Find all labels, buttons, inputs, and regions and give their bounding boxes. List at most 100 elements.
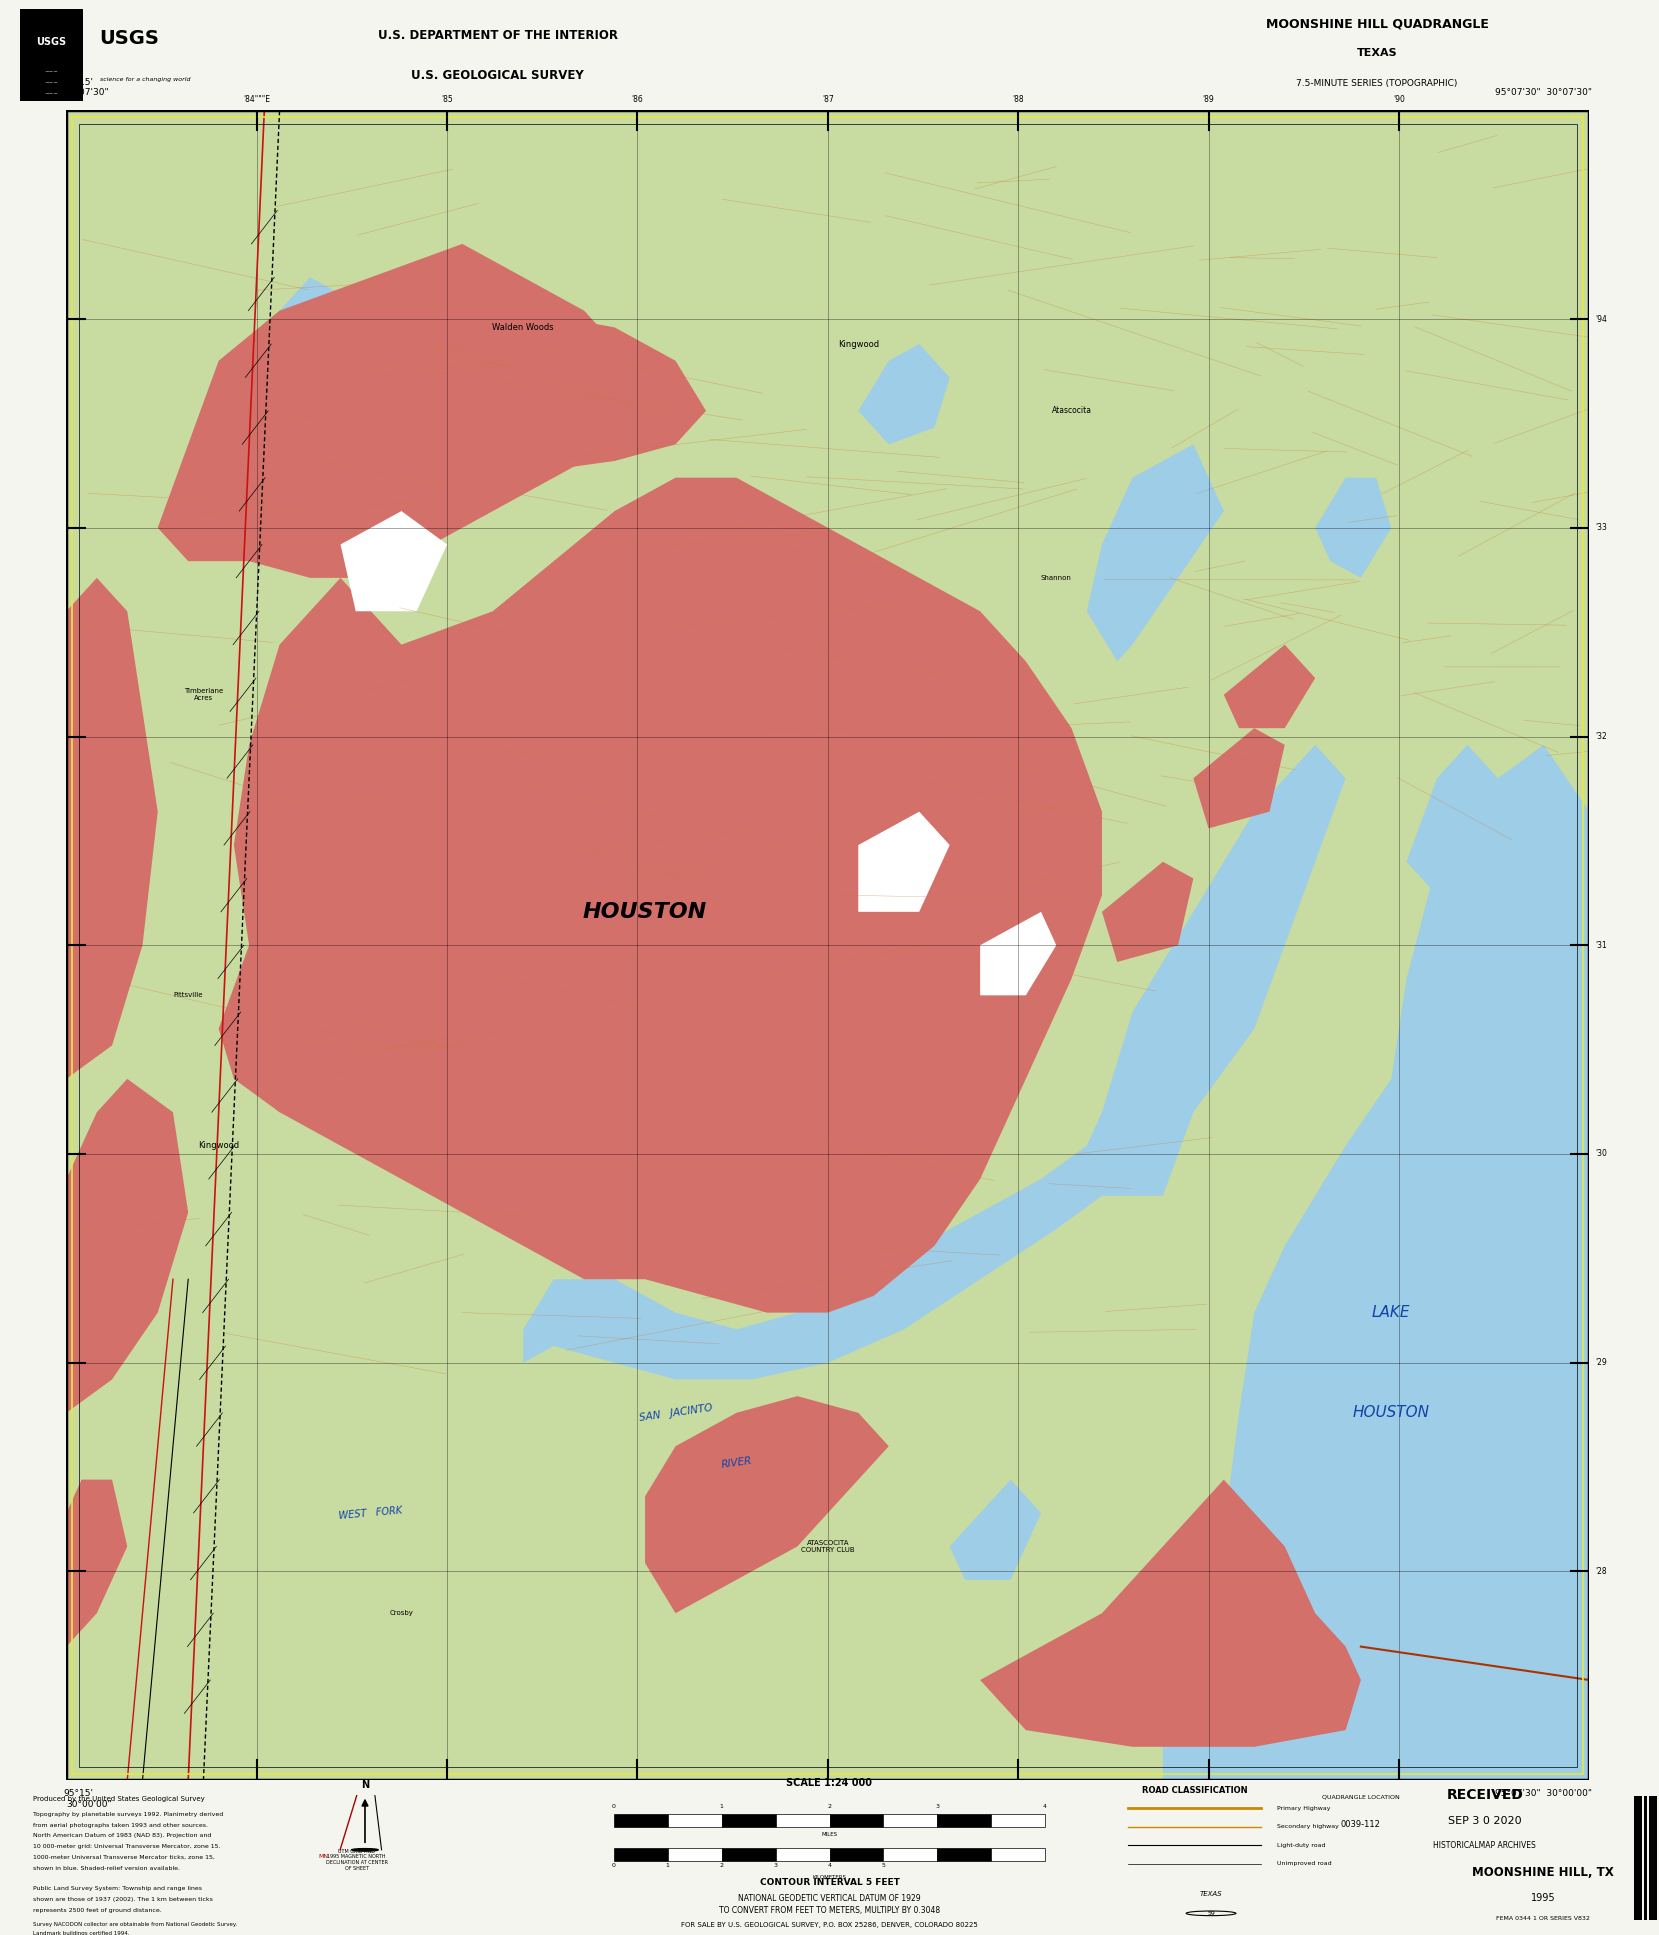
Text: '28: '28 — [1596, 1567, 1608, 1575]
Polygon shape — [1407, 745, 1498, 896]
Text: '94: '94 — [1596, 315, 1608, 323]
Text: HISTORICALMAP ARCHIVES: HISTORICALMAP ARCHIVES — [1433, 1842, 1536, 1850]
Text: Walden Woods: Walden Woods — [493, 323, 554, 333]
Text: CONTOUR INTERVAL 5 FEET: CONTOUR INTERVAL 5 FEET — [760, 1879, 899, 1887]
Text: '86: '86 — [632, 95, 644, 104]
Polygon shape — [280, 277, 340, 327]
Polygon shape — [858, 811, 949, 911]
Text: WEST   FORK: WEST FORK — [338, 1505, 403, 1521]
Polygon shape — [523, 1080, 1117, 1380]
Text: 3: 3 — [773, 1863, 778, 1867]
Text: ~~~: ~~~ — [45, 91, 58, 97]
Text: NATIONAL GEODETIC VERTICAL DATUM OF 1929: NATIONAL GEODETIC VERTICAL DATUM OF 1929 — [738, 1894, 921, 1902]
Text: MOONSHINE HILL, TX: MOONSHINE HILL, TX — [1472, 1865, 1614, 1879]
Text: 1000-meter Universal Transverse Mercator ticks, zone 15,: 1000-meter Universal Transverse Mercator… — [33, 1856, 216, 1860]
Text: 2: 2 — [828, 1803, 831, 1809]
Text: '84"""E: '84"""E — [244, 95, 270, 104]
Text: RIVER: RIVER — [720, 1455, 753, 1471]
Text: USGS: USGS — [100, 29, 159, 48]
Text: Topography by planetable surveys 1992. Planimetry derived: Topography by planetable surveys 1992. P… — [33, 1811, 224, 1817]
Bar — [830, 1848, 883, 1861]
Text: Shannon: Shannon — [1040, 575, 1072, 580]
Text: N: N — [362, 1780, 368, 1790]
Text: TO CONVERT FROM FEET TO METERS, MULTIPLY BY 0.3048: TO CONVERT FROM FEET TO METERS, MULTIPLY… — [718, 1906, 941, 1916]
Text: Kingwood: Kingwood — [197, 1142, 239, 1149]
Text: 3: 3 — [936, 1803, 939, 1809]
Text: 59: 59 — [1208, 1912, 1214, 1916]
Polygon shape — [1087, 445, 1224, 662]
Bar — [883, 1815, 937, 1827]
Polygon shape — [280, 312, 707, 478]
Text: ~~~: ~~~ — [45, 70, 58, 74]
Text: ~~~: ~~~ — [45, 79, 58, 85]
Text: Landmark buildings certified 1994.: Landmark buildings certified 1994. — [33, 1931, 129, 1935]
Text: shown are those of 1937 (2002). The 1 km between ticks: shown are those of 1937 (2002). The 1 km… — [33, 1896, 212, 1902]
Text: '32: '32 — [1596, 731, 1608, 741]
Bar — [830, 1815, 883, 1827]
Polygon shape — [66, 811, 128, 946]
Text: MOONSHINE HILL QUADRANGLE: MOONSHINE HILL QUADRANGLE — [1266, 17, 1488, 31]
Bar — [883, 1848, 937, 1861]
Text: Crosby: Crosby — [390, 1610, 413, 1616]
Bar — [1649, 1796, 1656, 1920]
Polygon shape — [949, 1480, 1042, 1579]
Text: Atascocita: Atascocita — [1052, 406, 1092, 416]
Text: '85: '85 — [441, 95, 453, 104]
Bar — [992, 1848, 1045, 1861]
Bar — [667, 1815, 722, 1827]
Polygon shape — [1102, 745, 1345, 1196]
Text: 10 000-meter grid: Universal Transverse Mercator, zone 15.: 10 000-meter grid: Universal Transverse … — [33, 1844, 221, 1850]
Polygon shape — [1163, 745, 1589, 1780]
Text: Pittsville: Pittsville — [174, 993, 202, 998]
Polygon shape — [645, 1397, 889, 1614]
Polygon shape — [1193, 728, 1284, 828]
Text: 5: 5 — [881, 1863, 886, 1867]
Text: '90: '90 — [1394, 95, 1405, 104]
Polygon shape — [1224, 644, 1316, 728]
Text: SEP 3 0 2020: SEP 3 0 2020 — [1448, 1815, 1521, 1825]
Text: '29: '29 — [1596, 1358, 1608, 1368]
Text: 1: 1 — [720, 1803, 723, 1809]
Text: 30°00'00": 30°00'00" — [66, 1800, 113, 1809]
Text: 0039-112: 0039-112 — [1340, 1819, 1380, 1829]
Text: '30: '30 — [1596, 1149, 1608, 1159]
Bar — [937, 1848, 990, 1861]
Circle shape — [352, 1848, 378, 1852]
Text: Unimproved road: Unimproved road — [1277, 1861, 1332, 1865]
Polygon shape — [1102, 861, 1193, 962]
Bar — [614, 1848, 667, 1861]
Text: TEXAS: TEXAS — [1199, 1890, 1223, 1898]
Text: Kingwood: Kingwood — [838, 339, 879, 348]
Text: Survey NACODON collector are obtainable from National Geodetic Survey.: Survey NACODON collector are obtainable … — [33, 1921, 237, 1927]
Polygon shape — [858, 344, 949, 445]
Bar — [667, 1848, 722, 1861]
Polygon shape — [980, 1480, 1360, 1747]
Text: ROAD CLASSIFICATION: ROAD CLASSIFICATION — [1141, 1786, 1248, 1794]
Text: KILOMETERS: KILOMETERS — [813, 1875, 846, 1881]
Polygon shape — [66, 1480, 128, 1647]
Text: 4: 4 — [1044, 1803, 1047, 1809]
Text: '87: '87 — [821, 95, 834, 104]
Text: science for a changing world: science for a changing world — [100, 77, 191, 81]
Text: 7.5-MINUTE SERIES (TOPOGRAPHIC): 7.5-MINUTE SERIES (TOPOGRAPHIC) — [1296, 79, 1458, 89]
Text: shown in blue. Shaded-relief version available.: shown in blue. Shaded-relief version ava… — [33, 1865, 181, 1871]
Polygon shape — [158, 244, 645, 579]
Text: Secondary highway: Secondary highway — [1277, 1825, 1339, 1829]
Text: LAKE: LAKE — [1372, 1304, 1410, 1320]
Text: SCALE 1:24 000: SCALE 1:24 000 — [786, 1778, 873, 1788]
Text: '31: '31 — [1596, 940, 1608, 950]
Text: 95°07'30"  30°07'30": 95°07'30" 30°07'30" — [1495, 87, 1593, 97]
Text: '88: '88 — [1012, 95, 1024, 104]
Text: MN: MN — [319, 1854, 328, 1860]
Text: represents 2500 feet of ground distance.: represents 2500 feet of ground distance. — [33, 1908, 163, 1912]
Text: Primary Highway: Primary Highway — [1277, 1805, 1331, 1811]
Text: from aerial photographs taken 1993 and other sources.: from aerial photographs taken 1993 and o… — [33, 1823, 207, 1827]
Bar — [776, 1815, 830, 1827]
Text: 1: 1 — [665, 1863, 670, 1867]
Polygon shape — [1316, 478, 1392, 579]
Bar — [776, 1848, 830, 1861]
Text: Produced by the United States Geological Survey: Produced by the United States Geological… — [33, 1796, 206, 1801]
Text: 95°15': 95°15' — [63, 1788, 93, 1798]
Polygon shape — [66, 579, 158, 1080]
Text: 2: 2 — [720, 1863, 723, 1867]
